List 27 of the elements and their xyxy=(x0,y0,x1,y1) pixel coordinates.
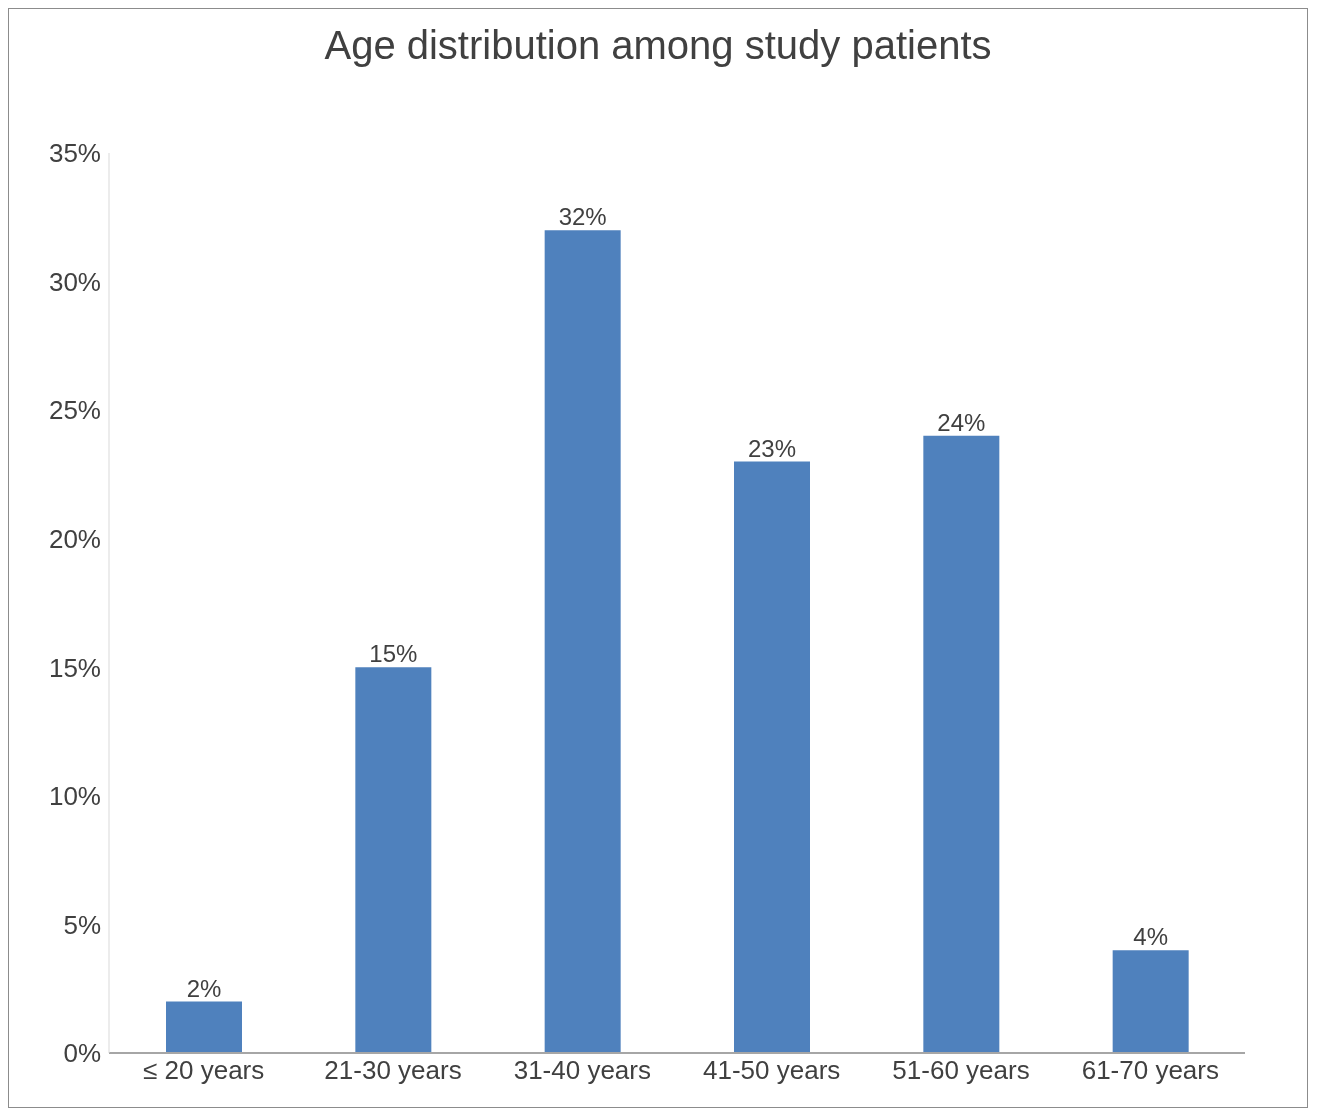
y-tick-label: 25% xyxy=(48,395,101,426)
data-label: 24% xyxy=(937,408,986,436)
data-label: 15% xyxy=(369,640,418,668)
y-tick-label: 35% xyxy=(48,138,101,169)
x-tick-label: ≤ 20 years xyxy=(143,1055,265,1086)
bar xyxy=(923,435,1000,1053)
y-tick-label: 20% xyxy=(48,523,101,554)
y-tick-label: 5% xyxy=(63,909,101,940)
x-tick-label: 31-40 years xyxy=(513,1055,651,1086)
data-label: 32% xyxy=(558,203,607,231)
y-tick-label: 0% xyxy=(63,1038,101,1069)
data-label: 23% xyxy=(747,434,797,462)
bar xyxy=(1112,950,1189,1053)
data-label: 4% xyxy=(1133,923,1169,951)
bar xyxy=(166,1001,242,1053)
x-tick-label: 51-60 years xyxy=(892,1055,1030,1086)
y-tick-label: 15% xyxy=(48,652,101,683)
x-tick-label: 61-70 years xyxy=(1081,1055,1219,1086)
bar xyxy=(734,461,810,1053)
chart-title: Age distribution among study patients xyxy=(323,22,993,69)
y-tick-label: 10% xyxy=(48,781,101,812)
x-tick-label: 21-30 years xyxy=(324,1055,462,1086)
y-tick-label: 30% xyxy=(48,266,101,297)
data-label: 2% xyxy=(186,974,222,1002)
bar xyxy=(544,230,621,1053)
bar xyxy=(355,667,432,1053)
x-tick-label: 41-50 years xyxy=(703,1055,841,1086)
